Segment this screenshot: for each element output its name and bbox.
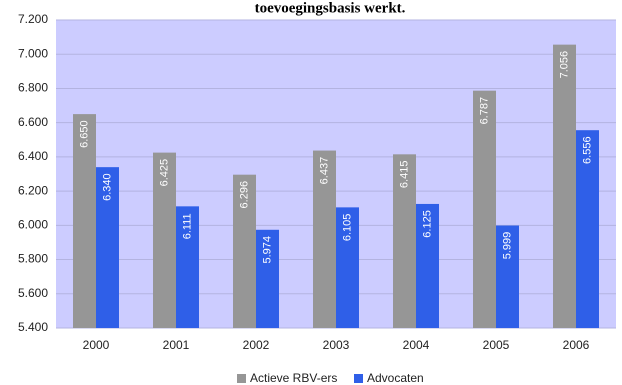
data-label: 7.056 [558, 51, 570, 79]
bar-advocaten [176, 206, 199, 328]
x-tick-label: 2006 [563, 338, 590, 352]
legend: Actieve RBV-ers Advocaten [237, 371, 424, 385]
chart-title: toevoegingsbasis werkt. [255, 0, 406, 16]
x-axis: 2000 2001 2002 2003 2004 2005 2006 [83, 338, 590, 352]
y-tick-label: 6.000 [18, 218, 48, 232]
data-label: 6.340 [101, 173, 113, 201]
bar-actieve-rbv-ers [233, 174, 256, 328]
bar-advocaten [576, 130, 599, 328]
x-tick-label: 2003 [323, 338, 350, 352]
data-label: 5.999 [501, 232, 513, 260]
bar-advocaten [256, 229, 279, 328]
data-label: 6.125 [421, 210, 433, 238]
bar-actieve-rbv-ers [313, 150, 336, 328]
x-tick-label: 2004 [403, 338, 430, 352]
bar-actieve-rbv-ers [73, 114, 96, 328]
y-tick-label: 7.200 [18, 12, 48, 26]
data-label: 6.437 [318, 157, 330, 185]
bar-advocaten [96, 167, 119, 328]
bar-advocaten [496, 225, 519, 328]
bar-advocaten [336, 207, 359, 328]
data-label: 6.296 [238, 181, 250, 209]
data-label: 6.105 [341, 214, 353, 242]
bar-actieve-rbv-ers [153, 152, 176, 328]
data-label: 6.556 [581, 136, 593, 164]
data-label: 6.425 [158, 159, 170, 187]
legend-swatch [237, 374, 246, 383]
y-tick-label: 7.000 [18, 46, 48, 60]
bar-actieve-rbv-ers [473, 90, 496, 329]
bars: 6.650 6.340 6.425 6.111 6.296 5.974 6.437 6.105… [73, 44, 599, 329]
bar-actieve-rbv-ers [553, 44, 576, 328]
x-tick-label: 2001 [163, 338, 190, 352]
y-tick-label: 6.200 [18, 183, 48, 197]
bar-advocaten [416, 203, 439, 328]
data-label: 6.650 [78, 120, 90, 148]
y-tick-label: 5.800 [18, 252, 48, 266]
data-label: 5.974 [261, 236, 273, 264]
data-label: 6.415 [398, 161, 410, 189]
y-tick-label: 6.600 [18, 115, 48, 129]
data-label: 6.787 [478, 97, 490, 125]
x-tick-label: 2002 [243, 338, 270, 352]
y-tick-label: 5.600 [18, 286, 48, 300]
y-tick-label: 6.800 [18, 81, 48, 95]
y-axis: 5.400 5.600 5.800 6.000 6.200 6.400 6.600 6.800… [18, 12, 48, 334]
data-label: 6.111 [181, 213, 193, 239]
legend-label: Advocaten [367, 371, 424, 385]
bar-actieve-rbv-ers [393, 154, 416, 328]
x-tick-label: 2005 [483, 338, 510, 352]
y-tick-label: 6.400 [18, 149, 48, 163]
y-tick-label: 5.400 [18, 320, 48, 334]
x-tick-label: 2000 [83, 338, 110, 352]
legend-label: Actieve RBV-ers [250, 371, 337, 385]
legend-swatch [354, 374, 363, 383]
